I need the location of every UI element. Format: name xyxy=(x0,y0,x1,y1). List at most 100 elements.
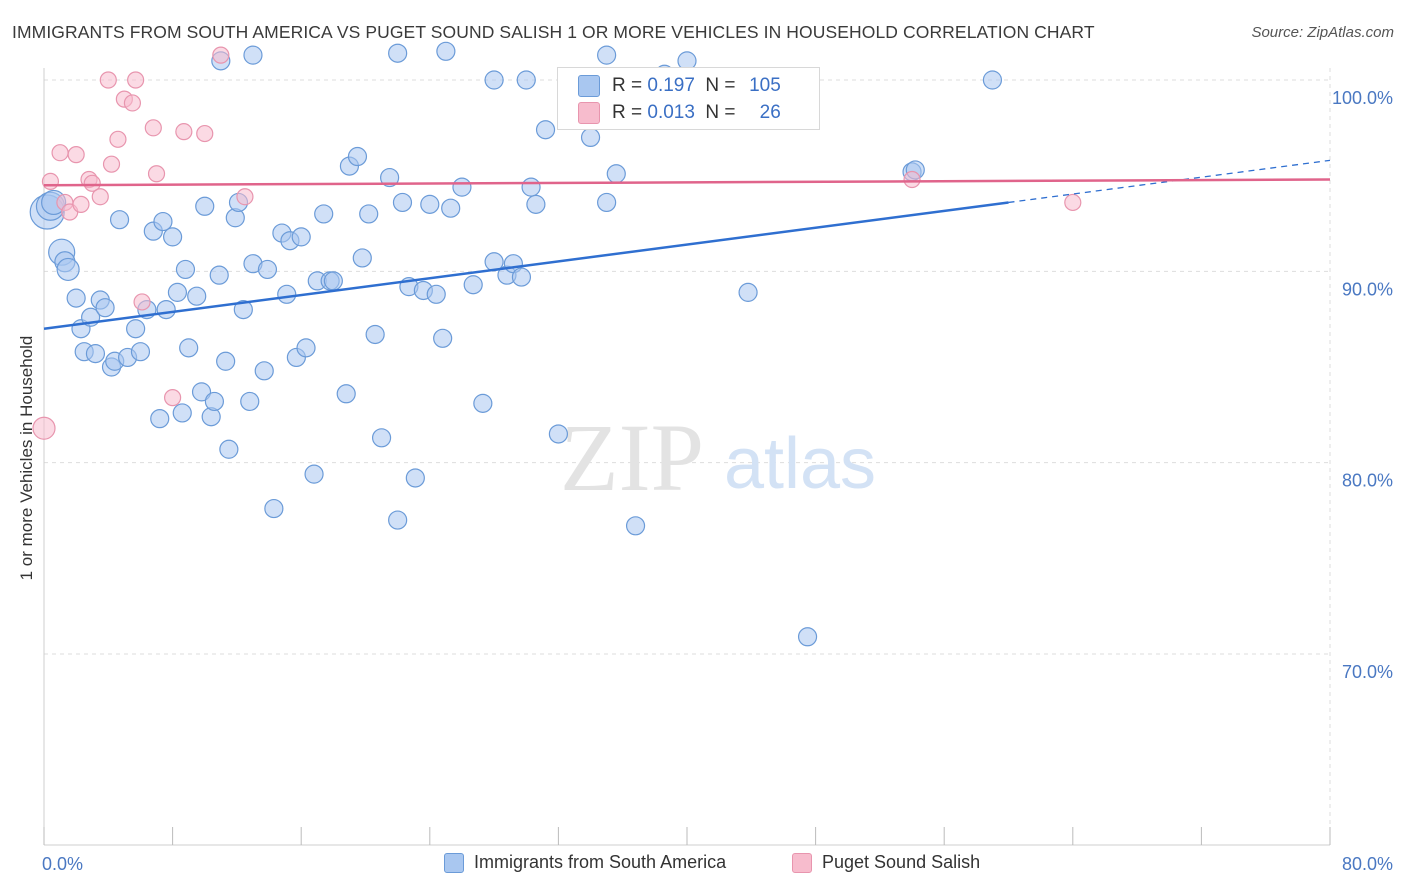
point-series1 xyxy=(195,196,215,216)
point-series1 xyxy=(277,284,297,304)
point-series1 xyxy=(209,265,229,285)
watermark-zip: ZIP xyxy=(560,404,704,511)
point-series1 xyxy=(473,393,493,413)
series2-swatch xyxy=(578,102,600,124)
point-series1 xyxy=(426,284,446,304)
point-series2 xyxy=(196,124,214,143)
point-series1 xyxy=(436,41,456,61)
point-series1 xyxy=(433,328,453,348)
point-series1 xyxy=(738,282,758,302)
point-series1 xyxy=(516,70,536,90)
point-series2 xyxy=(236,188,254,206)
n-value: 105 xyxy=(749,75,781,96)
point-series2 xyxy=(67,146,85,164)
point-series2 xyxy=(147,165,166,183)
point-series1 xyxy=(130,342,151,362)
stats-row-series1: R = 0.197 N = 105 xyxy=(578,73,781,99)
point-series1 xyxy=(179,338,199,358)
point-series1 xyxy=(323,271,343,291)
y-tick-label: 80.0% xyxy=(1342,471,1393,491)
trend-lines xyxy=(43,159,1331,330)
point-series1 xyxy=(167,282,188,302)
point-series1 xyxy=(233,300,253,320)
n-label: N = xyxy=(705,75,736,96)
point-series1 xyxy=(441,198,461,218)
point-series1 xyxy=(257,259,278,280)
point-series1 xyxy=(150,409,170,429)
source-label: Source: ZipAtlas.com xyxy=(1251,24,1394,41)
point-series1 xyxy=(336,384,356,404)
point-series1 xyxy=(240,391,260,412)
point-series1 xyxy=(126,319,146,339)
n-value: 26 xyxy=(759,102,781,123)
legend-item-series1[interactable]: Immigrants from South America xyxy=(444,852,726,873)
point-series1 xyxy=(380,167,400,188)
point-series2 xyxy=(175,123,193,141)
point-series2 xyxy=(109,130,127,148)
point-series1 xyxy=(187,286,207,306)
point-series2 xyxy=(51,144,69,162)
point-series2 xyxy=(133,293,151,311)
point-series1 xyxy=(304,464,324,484)
legend-swatch-series1 xyxy=(444,852,464,873)
point-series1 xyxy=(191,382,212,402)
point-series1 xyxy=(521,177,541,197)
point-series1 xyxy=(548,424,569,444)
point-series2 xyxy=(212,46,230,64)
tick-labels: 70.0% 80.0% 90.0% 100.0% 0.0% 80.0% xyxy=(42,88,1393,874)
point-series1 xyxy=(982,70,1003,90)
point-series1 xyxy=(85,344,106,364)
point-series2 xyxy=(127,71,145,89)
point-series1 xyxy=(463,275,483,295)
point-series1 xyxy=(535,120,556,140)
n-label: N = xyxy=(705,102,736,123)
point-series2 xyxy=(32,416,56,440)
point-series1 xyxy=(371,428,392,448)
point-series1 xyxy=(580,127,601,147)
r-value: 0.013 xyxy=(647,102,695,123)
point-series2 xyxy=(83,174,101,192)
point-series1 xyxy=(625,516,646,536)
r-label: R = xyxy=(612,102,643,123)
legend-swatch-series2 xyxy=(792,852,812,873)
point-series1 xyxy=(352,248,372,268)
point-series1 xyxy=(204,391,224,412)
point-series1 xyxy=(216,351,236,371)
point-series1 xyxy=(172,403,192,423)
point-series1 xyxy=(314,204,334,224)
stats-legend: R = 0.197 N = 105 R = 0.013 N = 26 xyxy=(557,67,820,130)
point-series1 xyxy=(452,177,472,197)
r-label: R = xyxy=(612,75,643,96)
point-series1 xyxy=(109,210,130,230)
point-series1 xyxy=(243,45,263,65)
point-series1 xyxy=(66,288,86,308)
point-series2 xyxy=(102,155,121,173)
point-series2 xyxy=(41,172,60,191)
legend-item-series2[interactable]: Puget Sound Salish xyxy=(792,852,980,873)
point-series2 xyxy=(903,170,921,189)
stats-row-series2: R = 0.013 N = 26 xyxy=(578,100,781,126)
point-series1 xyxy=(296,338,316,358)
point-series1 xyxy=(420,194,440,214)
y-axis-label: 1 or more Vehicles in Household xyxy=(17,335,36,581)
x-tick-label: 80.0% xyxy=(1342,854,1393,874)
point-series1 xyxy=(797,627,818,647)
trend-line-series1 xyxy=(43,201,1009,330)
point-series1 xyxy=(484,70,504,90)
point-series1 xyxy=(153,211,173,232)
point-series1 xyxy=(56,257,80,282)
point-series2 xyxy=(144,119,162,137)
point-series1 xyxy=(597,192,617,213)
point-series1 xyxy=(359,204,379,224)
point-series1 xyxy=(392,192,413,213)
point-series2 xyxy=(164,389,182,407)
y-tick-label: 70.0% xyxy=(1342,662,1393,682)
data-points xyxy=(29,41,1082,647)
series1-swatch xyxy=(578,75,600,97)
legend: Immigrants from South America Puget Soun… xyxy=(0,852,1406,878)
point-series1 xyxy=(95,298,115,318)
point-series2 xyxy=(1064,193,1082,212)
y-tick-label: 90.0% xyxy=(1342,279,1393,299)
point-series1 xyxy=(405,468,425,488)
